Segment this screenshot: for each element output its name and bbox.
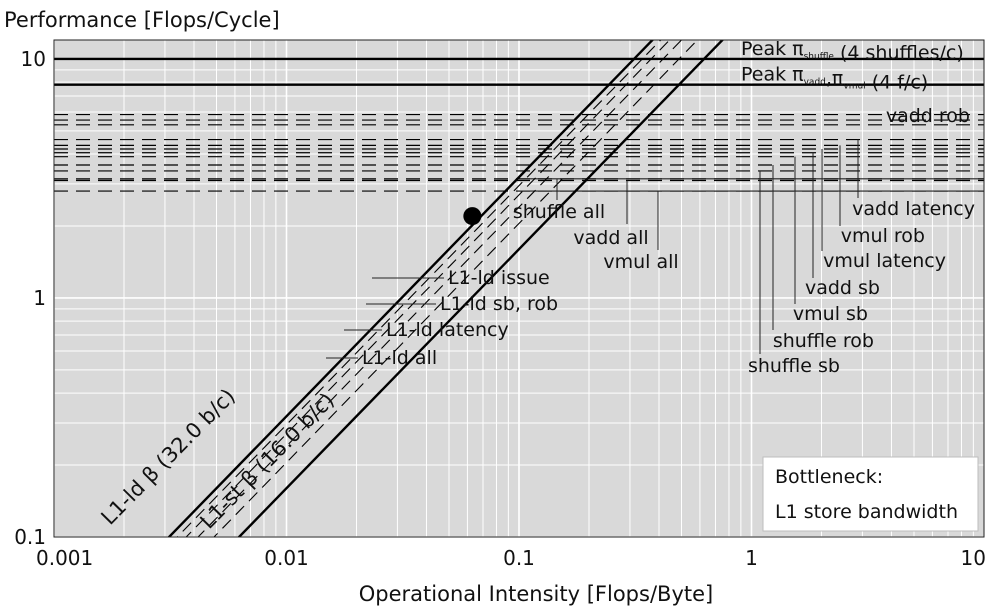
y-axis-title: Performance [Flops/Cycle] [4, 8, 280, 32]
compute-bound-label: vmul rob [841, 225, 925, 247]
compute-bound-label: vmul all [603, 251, 678, 273]
compute-bound-label: shuffle sb [748, 355, 840, 377]
label-leader-lines [326, 139, 859, 359]
plot-frame [53, 39, 985, 538]
compute-bound-label: shuffle rob [773, 330, 874, 352]
y-tick-label: 1 [33, 286, 46, 310]
y-tick-label: 10 [21, 47, 46, 71]
peak-label: Peak πshuffle (4 shuffles/c) [741, 38, 964, 64]
y-tick-label: 0.1 [14, 525, 46, 549]
x-tick-label: 1 [745, 546, 758, 570]
bandwidth-bound-label: L1-ld all [362, 347, 437, 369]
x-axis-title: Operational Intensity [Flops/Byte] [359, 582, 713, 606]
peak-label: Peak πvadd,πvmul (4 f/c) [741, 64, 928, 94]
compute-bound-label: vadd sb [805, 277, 880, 299]
annotation-line-1: Bottleneck: [775, 466, 883, 488]
x-tick-label: 0.001 [36, 546, 93, 570]
compute-bound-label: shuffle all [513, 201, 605, 223]
compute-bound-label: vadd latency [852, 198, 975, 220]
compute-bound-lines [54, 113, 984, 192]
axis-tick-labels: 0.001 0.01 0.1 1 10 0.1 1 10 [14, 47, 986, 570]
bandwidth-bound-label: L1-ld latency [386, 319, 509, 341]
peak-lines: Peak πshuffle (4 shuffles/c)Peak πvadd,π… [54, 38, 984, 94]
compute-bound-label: vmul sb [793, 303, 868, 325]
bandwidth-bound-label: L1-ld issue [448, 267, 550, 289]
annotation-box: Bottleneck: L1 store bandwidth [762, 456, 979, 532]
compute-bound-label: vadd rob [886, 105, 970, 127]
x-tick-label: 0.01 [264, 546, 309, 570]
x-tick-label: 10 [961, 546, 986, 570]
compute-bound-label: vmul latency [823, 250, 946, 272]
compute-bound-label: vadd all [573, 227, 648, 249]
measured-point [463, 207, 482, 226]
x-tick-label: 0.1 [503, 546, 535, 570]
annotation-line-2: L1 store bandwidth [775, 501, 958, 523]
bandwidth-bound-label: L1-ld sb, rob [440, 293, 558, 315]
